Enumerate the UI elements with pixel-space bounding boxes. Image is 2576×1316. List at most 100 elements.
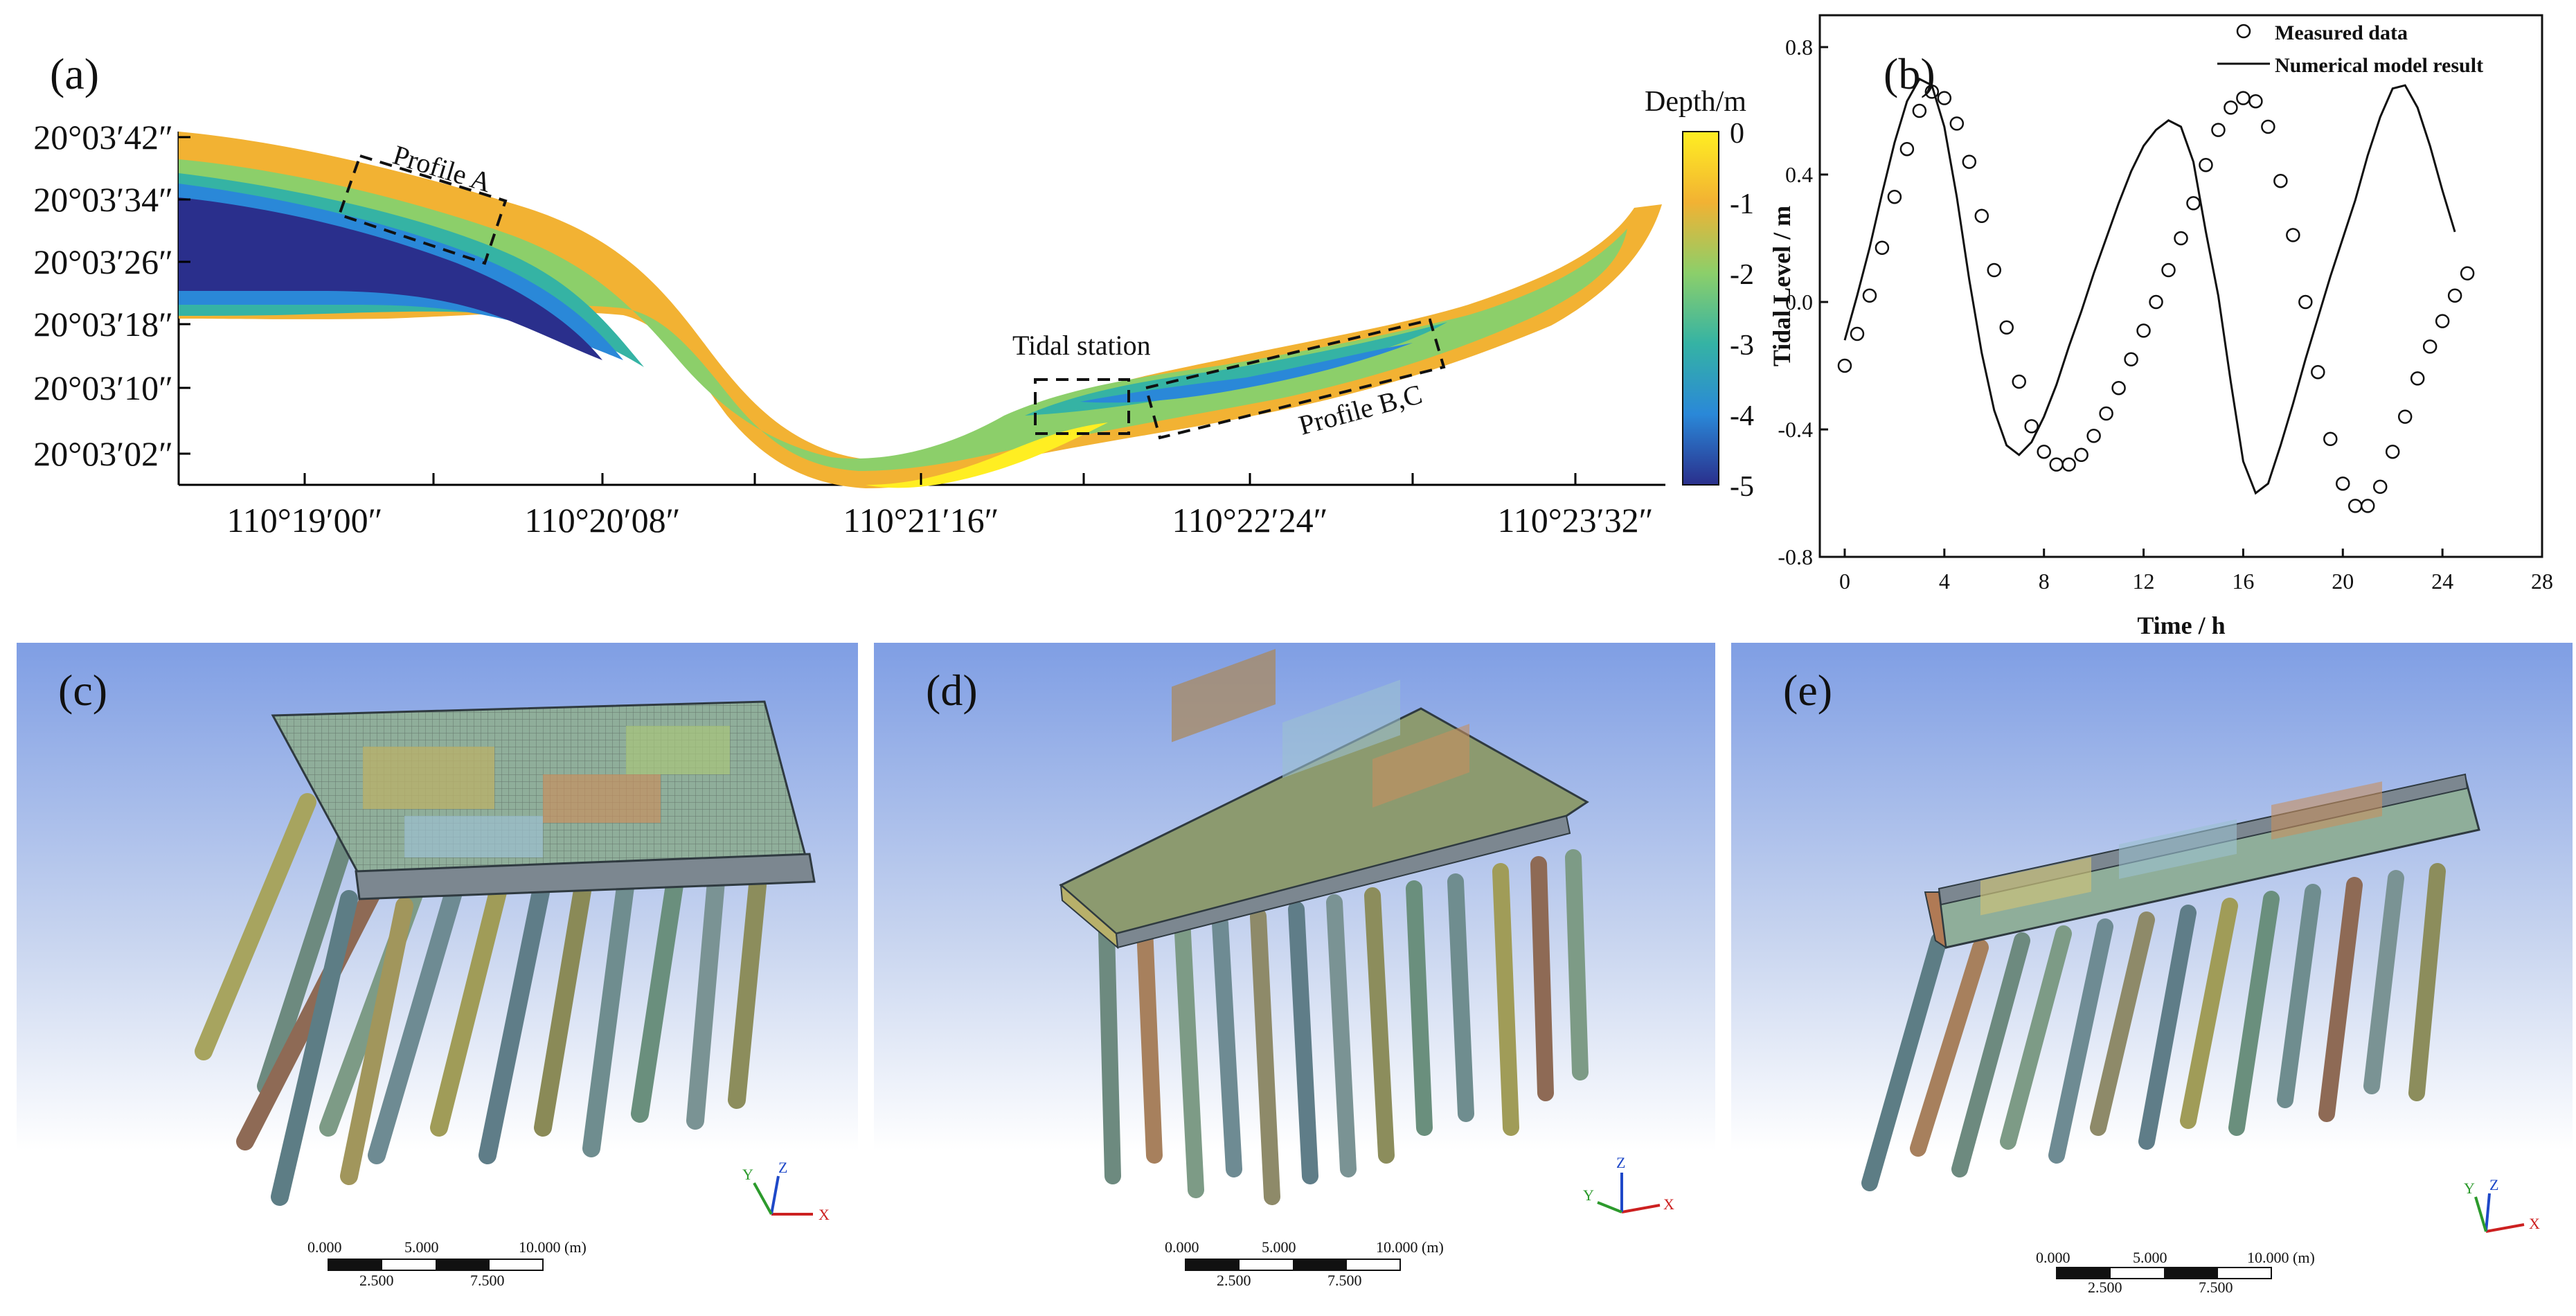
x-tick-label: 28 — [2531, 569, 2553, 594]
colorbar-tick: -2 — [1730, 259, 1754, 291]
legend-label-measured: Measured data — [2275, 21, 2408, 44]
lon-tick-label: 110°21′16″ — [843, 501, 999, 540]
y-tick-label: 0.0 — [1785, 290, 1813, 314]
chart-ticks: 0 4 8 12 16 20 24 28 -0.8 -0.4 0.0 0.4 0.8 — [1778, 35, 2553, 594]
lat-tick-label: 20°03′34″ — [33, 180, 173, 219]
y-axis-label: Tidal Level / m — [1773, 206, 1796, 366]
axis-y-label: Y — [1583, 1186, 1594, 1204]
measured-point — [2211, 123, 2226, 137]
axis-x-label: X — [819, 1206, 830, 1223]
scale-label: 0.000 — [1165, 1238, 1199, 1256]
measured-point — [2286, 228, 2300, 242]
wharf-model-c — [195, 700, 816, 1206]
depth-colorbar — [1682, 131, 1719, 486]
measured-point — [2037, 444, 2051, 459]
tidal-station-box — [1034, 378, 1130, 435]
measured-point — [1962, 154, 1977, 169]
measured-point — [2186, 196, 2201, 211]
x-tick-label: 24 — [2431, 569, 2453, 594]
measured-point — [2348, 499, 2363, 513]
scale-label: 10.000 (m) — [2247, 1249, 2315, 1266]
measured-point — [2410, 371, 2425, 386]
measured-point — [1924, 85, 1940, 99]
legend-label-model: Numerical model result — [2275, 54, 2483, 77]
coordinate-triad-e: X Z Y — [2464, 1176, 2540, 1233]
measured-point — [2273, 173, 2288, 188]
colorbar-tick: -1 — [1730, 188, 1754, 220]
measured-point — [2236, 91, 2251, 105]
coordinate-triad-d: X Z Y — [1583, 1154, 1674, 1213]
scale-label: 2.500 — [2088, 1279, 2122, 1294]
measured-point — [2136, 323, 2151, 338]
scale-label: 0.000 — [2036, 1249, 2070, 1266]
x-tick-label: 16 — [2232, 569, 2254, 594]
x-tick-label: 8 — [2039, 569, 2050, 594]
measured-point — [1987, 263, 2002, 278]
measured-point — [1837, 358, 1852, 373]
lat-tick-label: 20°03′42″ — [33, 118, 173, 157]
y-tick-label: -0.8 — [1778, 544, 1813, 569]
tidal-level-chart: (b) 0 4 8 12 16 20 24 28 -0.8 -0.4 0.0 0.4 0.8 Time … — [1773, 14, 2553, 639]
axis-x-label: X — [2529, 1215, 2540, 1232]
model-panel-d: (d) — [874, 643, 1715, 1294]
measured-point — [1999, 320, 2014, 335]
lon-ticks: 110°19′00″ 110°20′08″ 110°21′16″ 110°22′… — [227, 473, 1653, 540]
measured-point — [2360, 499, 2375, 513]
model-series-line — [1843, 78, 2456, 495]
chart-legend: Measured data Numerical model result — [2217, 21, 2483, 77]
measured-point — [2298, 294, 2313, 310]
measured-point — [2311, 364, 2325, 380]
y-tick-label: 0.4 — [1785, 162, 1813, 187]
colorbar-tick: -5 — [1730, 471, 1754, 503]
coordinate-triad-c: X Z Y — [742, 1159, 830, 1223]
colorbar-ticks: 0 -1 -2 -3 -4 -5 — [1730, 118, 1754, 503]
measured-point — [2012, 374, 2026, 389]
colorbar-title: Depth/m — [1645, 86, 1746, 118]
measured-point — [1937, 91, 1952, 105]
tidal-station-label: Tidal station — [1012, 330, 1151, 361]
scale-label: 2.500 — [1217, 1272, 1251, 1289]
lat-tick-label: 20°03′18″ — [33, 305, 173, 344]
colorbar-tick: -4 — [1730, 400, 1754, 432]
x-tick-label: 4 — [1939, 569, 1950, 594]
measured-point — [1850, 326, 1865, 341]
measured-point — [2385, 444, 2400, 459]
y-tick-label: -0.4 — [1778, 417, 1813, 442]
measured-point — [2372, 479, 2388, 495]
measured-point — [2174, 231, 2188, 246]
axis-z-label: Z — [1616, 1154, 1625, 1171]
panel-label-a: (a) — [50, 49, 99, 98]
wharf-model-e — [1861, 773, 2480, 1191]
profile-bc-box — [1144, 318, 1446, 440]
lat-tick-label: 20°03′02″ — [33, 434, 173, 473]
measured-point — [1899, 141, 1915, 157]
profile-a-box — [337, 154, 508, 265]
x-tick-label: 0 — [1839, 569, 1850, 594]
axis-z-label: Z — [2489, 1176, 2498, 1193]
measured-point — [1887, 189, 1902, 204]
axis-y-label: Y — [2464, 1180, 2475, 1197]
scale-label: 7.500 — [1327, 1272, 1362, 1289]
axis-y-label: Y — [742, 1166, 753, 1183]
colorbar-tick: -3 — [1730, 330, 1754, 362]
measured-point — [2061, 457, 2076, 472]
y-tick-label: 0.8 — [1785, 35, 1813, 60]
panel-label-b: (b) — [1884, 49, 1935, 98]
measured-point — [2099, 406, 2113, 421]
x-axis-label: Time / h — [2137, 612, 2225, 639]
measured-point — [2422, 339, 2438, 354]
measured-point — [2397, 409, 2413, 424]
measured-point — [2447, 288, 2462, 303]
measured-point — [2435, 314, 2450, 328]
x-tick-label: 20 — [2332, 569, 2354, 594]
panel-label-e: (e) — [1783, 666, 1832, 715]
measured-point — [1949, 116, 1965, 131]
lat-tick-label: 20°03′26″ — [33, 242, 173, 281]
scale-label: 5.000 — [2133, 1249, 2167, 1266]
x-tick-label: 12 — [2133, 569, 2155, 594]
map-panel: (a) Profile A Tidal station Profile B,C … — [33, 49, 1754, 540]
scale-label: 7.500 — [2199, 1279, 2233, 1294]
scale-bar-d: 0.000 5.000 10.000 (m) 2.500 7.500 — [1165, 1238, 1444, 1289]
panel-label-c: (c) — [58, 666, 107, 715]
measured-point — [2111, 380, 2126, 395]
